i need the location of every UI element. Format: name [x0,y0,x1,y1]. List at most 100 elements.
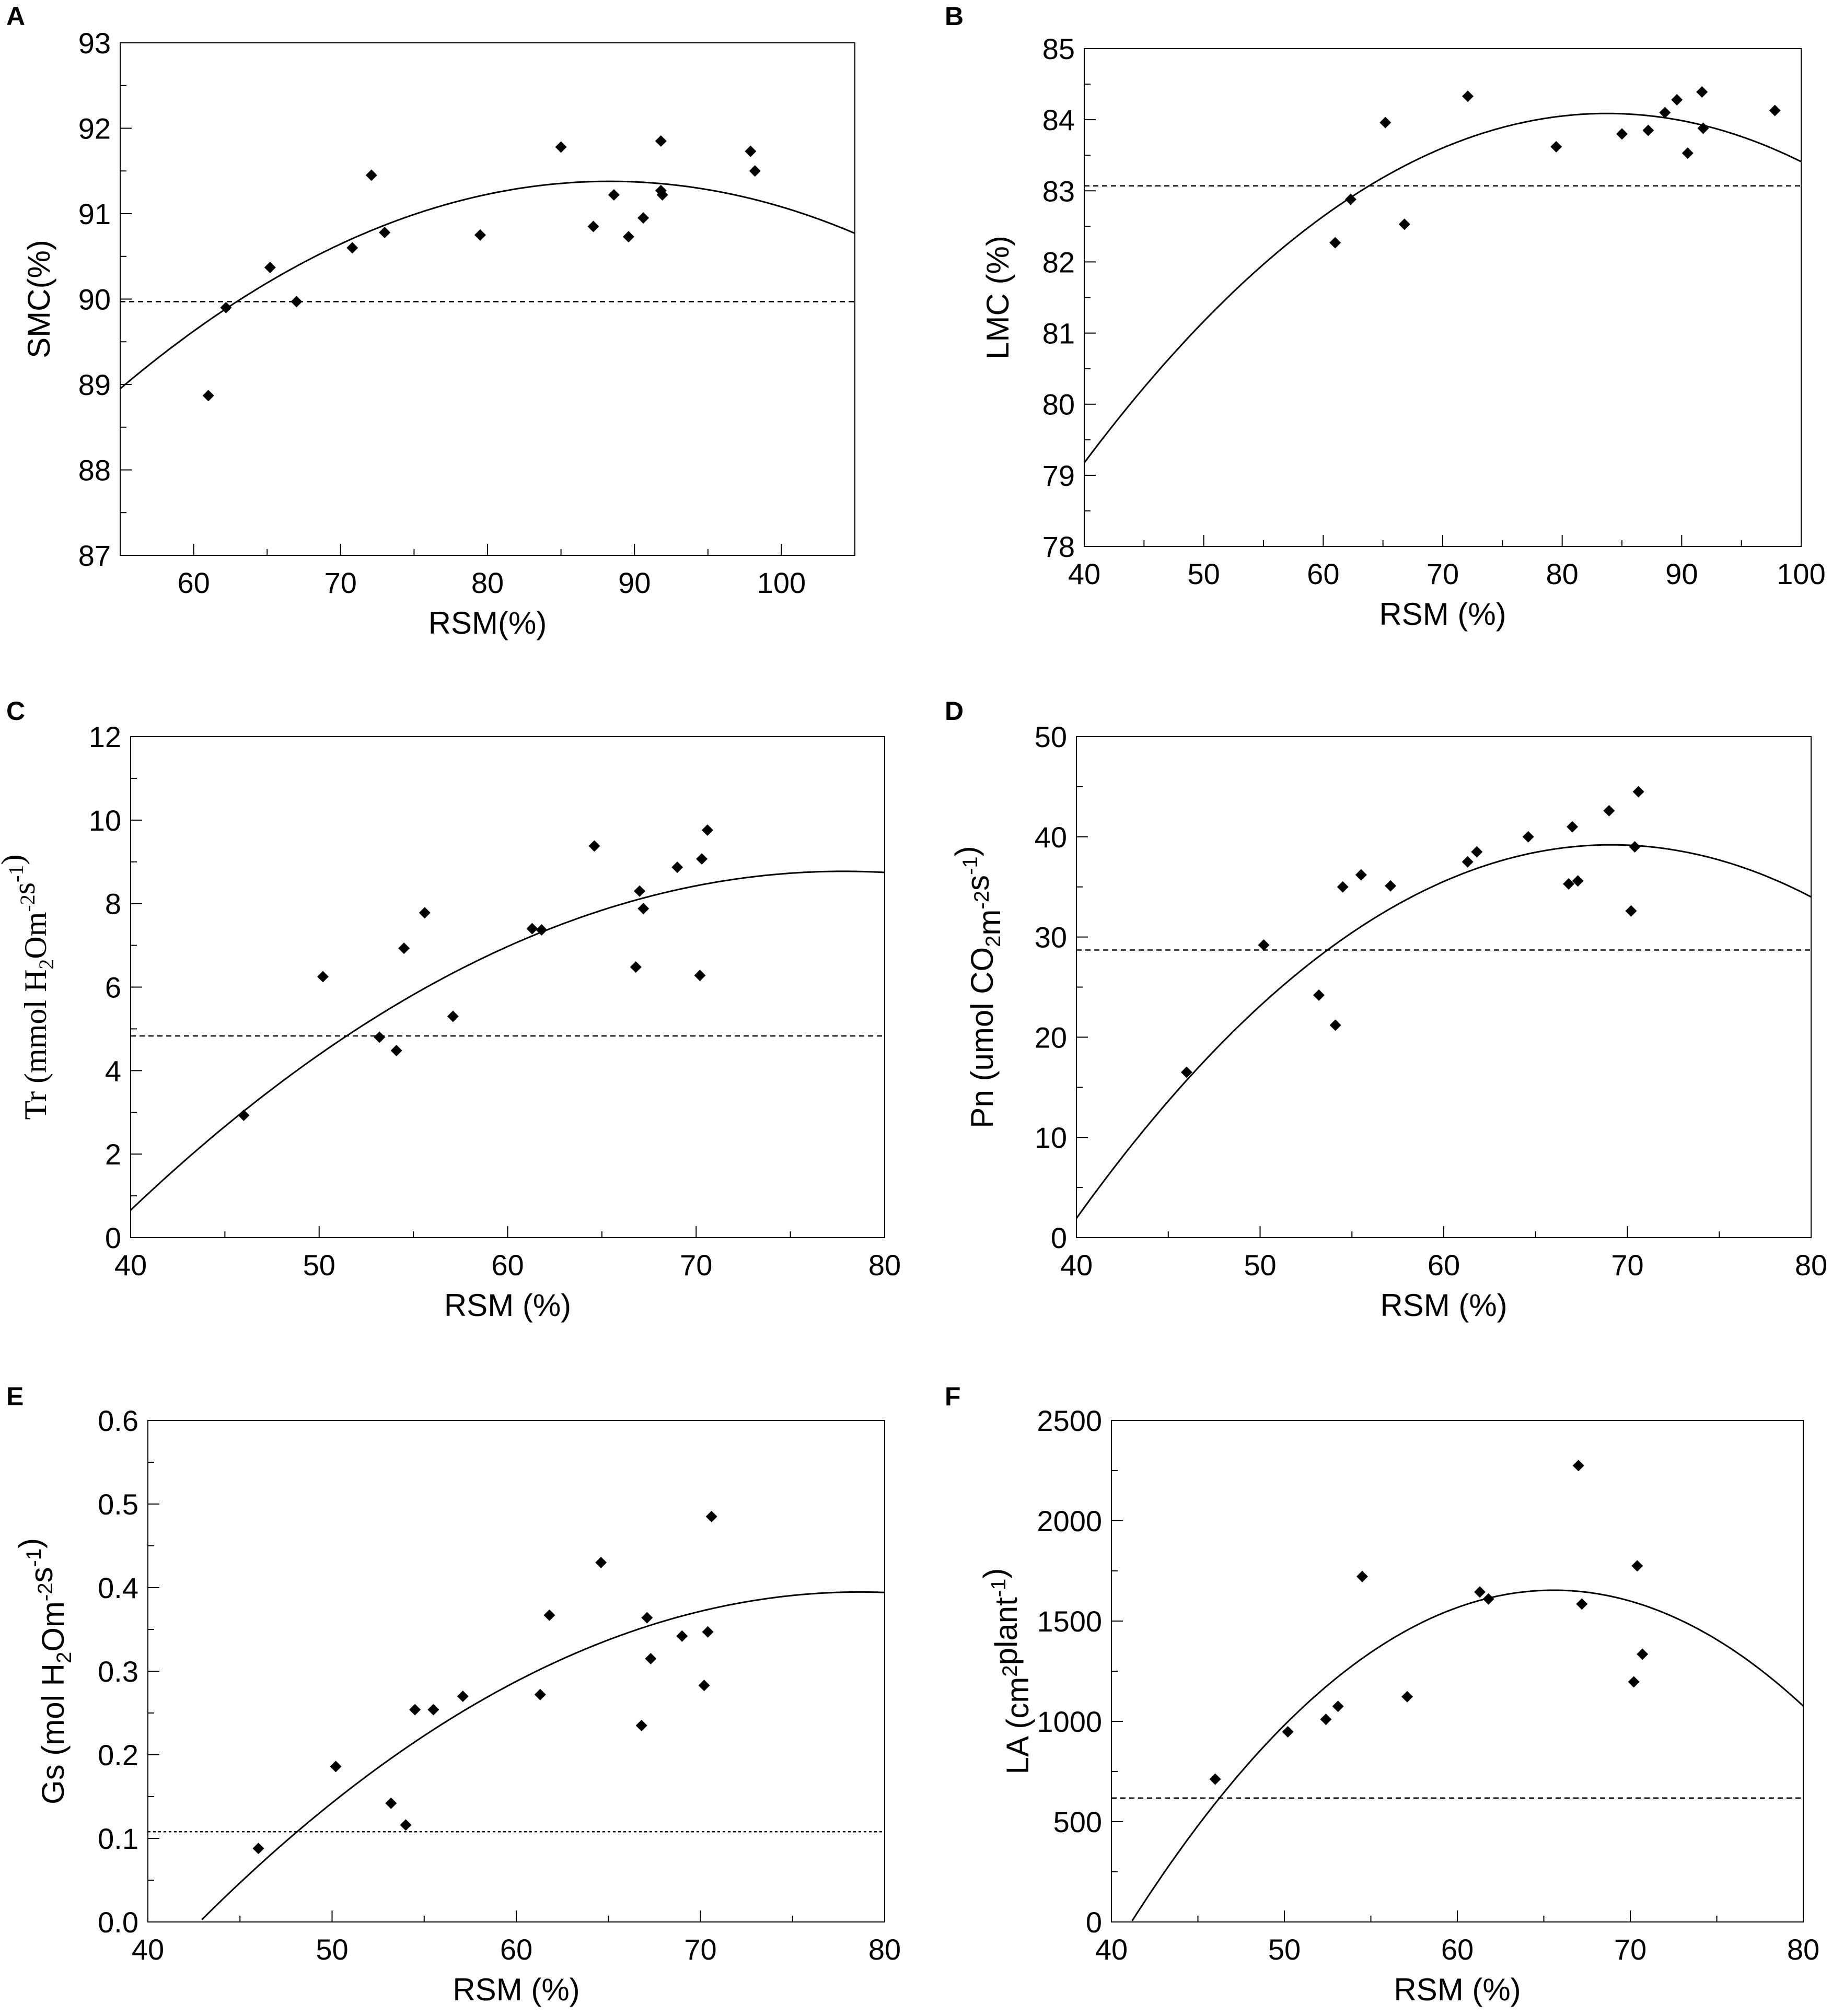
data-point [655,135,667,147]
x-axis-label: RSM (%) [453,1972,579,2007]
data-point [264,262,276,274]
data-point [694,970,706,982]
plot-frame [1111,1420,1804,1922]
data-point [1628,1676,1640,1688]
x-tick-label: 90 [618,566,651,599]
panel-E: E 40 50 60 70 80 0.0 0.1 0.2 0.3 0.4 0.5 0.6 RSM (%) G… [6,1382,901,2007]
y-axis-label: LA (cm2plant-1) [977,1568,1035,1775]
data-point [1631,1560,1643,1572]
data-point [1563,878,1575,890]
data-point [447,1010,459,1022]
data-point [1401,1691,1413,1703]
fit-curve [120,180,855,390]
x-tick-label: 40 [1095,1933,1128,1966]
plot-frame [130,736,885,1238]
panel-A: A 60 70 80 90 100 87 88 89 90 91 92 93 RSM(%) SMC(%) [6,2,855,640]
y-tick-label: 87 [78,539,111,572]
panel-label: D [945,696,964,726]
data-point [346,242,358,254]
x-axis-label: RSM(%) [428,605,547,640]
data-point [1474,1586,1486,1598]
data-point [1332,1700,1344,1712]
x-tick-label: 50 [1268,1933,1301,1966]
x-tick-label: 60 [1428,1249,1460,1281]
y-tick-label: 20 [1035,1021,1067,1054]
data-point [1567,821,1579,833]
y-tick-label: 30 [1035,921,1067,954]
data-point [1471,846,1483,858]
y-tick-label: 50 [1035,720,1067,753]
x-tick-label: 70 [1614,1933,1647,1966]
data-point [587,220,599,232]
data-point [634,885,646,897]
data-point [745,145,757,157]
data-point [220,301,232,313]
data-point [656,189,668,201]
y-axis-label: Gs (mol H2Om-2s-1) [13,1538,76,1804]
x-tick-label: 60 [177,566,210,599]
y-tick-label: 0.6 [98,1404,138,1437]
y-tick-label: 10 [89,804,121,837]
x-tick-label: 40 [114,1249,147,1281]
x-tick-label: 40 [1068,557,1100,590]
y-tick-label: 79 [1042,459,1075,492]
data-point [1398,218,1410,230]
x-tick-label: 80 [868,1933,901,1966]
data-point [1282,1726,1294,1738]
y-tick-label: 1000 [1037,1705,1102,1738]
data-point [1659,107,1671,119]
data-point [474,229,486,241]
data-point [702,1626,714,1638]
y-tick-label: 2000 [1037,1505,1102,1537]
y-tick-label: 0 [105,1221,121,1254]
x-tick-label: 50 [1244,1249,1276,1281]
x-tick-label: 60 [500,1933,532,1966]
y-tick-label: 80 [1042,388,1075,421]
data-point [1313,989,1325,1001]
y-tick-label: 4 [105,1054,121,1087]
plot-frame [120,42,855,556]
y-tick-label: 89 [78,368,111,401]
y-tick-label: 8 [105,888,121,920]
y-tick-label: 88 [78,454,111,487]
panel-label: B [945,2,964,31]
data-point [238,1109,250,1121]
x-tick-label: 80 [471,566,504,599]
data-point [595,1557,607,1568]
y-axis-label: Tr (mmol H2Om-2s-1) [0,855,58,1120]
data-point [635,1720,647,1731]
data-point [1696,86,1708,98]
y-tick-label: 6 [105,971,121,1004]
data-point [385,1797,397,1809]
x-tick-label: 70 [680,1249,712,1281]
x-axis-label: RSM (%) [1379,597,1506,632]
data-point [534,1688,546,1700]
data-point [555,141,567,153]
panel-F: F 40 50 60 70 80 0 500 1000 1500 2000 2500 RSM (%) LA… [945,1382,1819,2007]
y-tick-label: 78 [1042,530,1075,563]
y-tick-label: 93 [78,27,111,60]
x-axis-label: RSM (%) [1394,1972,1521,2007]
data-point [536,924,548,936]
x-tick-label: 100 [757,566,806,599]
data-point [1320,1714,1332,1726]
panel-B: B 40 50 60 70 80 90 100 78 79 80 81 82 83 84 85 RSM (%) L… [945,2,1826,632]
y-tick-label: 92 [78,112,111,145]
y-tick-label: 2 [105,1138,121,1171]
data-point [419,907,431,919]
x-tick-label: 80 [1795,1249,1827,1281]
data-point [409,1704,421,1716]
data-point [1462,90,1474,102]
data-point [1572,1460,1584,1472]
y-tick-label: 90 [78,283,111,316]
x-tick-label: 70 [1427,557,1459,590]
y-tick-label: 0 [1086,1906,1102,1939]
y-tick-label: 0.1 [98,1822,138,1855]
y-tick-label: 82 [1042,246,1075,278]
data-point [701,824,713,836]
x-tick-label: 80 [1546,557,1579,590]
data-point [1329,237,1341,249]
panel-label: C [6,696,25,726]
y-tick-label: 500 [1053,1805,1102,1838]
